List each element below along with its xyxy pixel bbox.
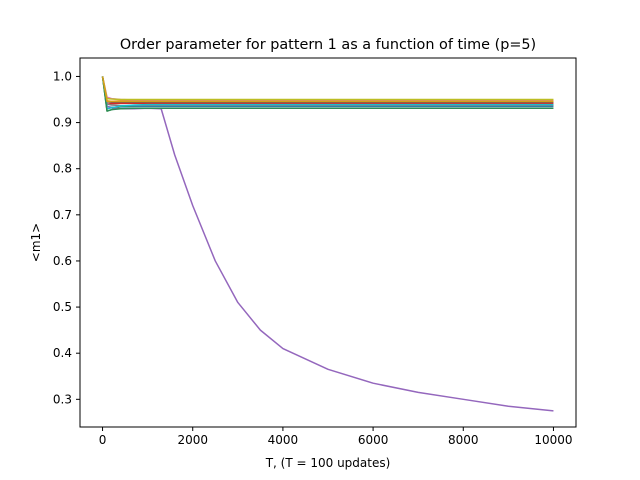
x-tick-label: 6000 [358,433,389,447]
series-line-6 [101,76,554,104]
y-tick-label: 0.4 [53,346,72,360]
y-tick-label: 1.0 [53,69,72,83]
y-axis-label: <m1> [29,223,43,262]
y-tick-label: 0.3 [53,392,72,406]
x-tick-label: 8000 [448,433,479,447]
x-tick-label: 2000 [177,433,208,447]
y-axis: 0.3 0.4 0.5 0.6 0.7 0.8 0.9 1.0 [53,69,80,406]
y-tick-label: 0.6 [53,254,72,268]
y-tick-label: 0.5 [53,300,72,314]
x-axis: 0 2000 4000 6000 8000 10000 [99,427,573,447]
x-tick-label: 0 [99,433,107,447]
x-axis-label: T, (T = 100 updates) [265,456,391,470]
plot-frame [79,57,577,428]
x-tick-label: 4000 [268,433,299,447]
series-line-11 [101,76,554,112]
x-tick-label: 10000 [534,433,572,447]
plot-lines [101,76,554,412]
series-line-4 [101,76,554,105]
y-tick-label: 0.8 [53,162,72,176]
y-tick-label: 0.7 [53,208,72,222]
y-tick-label: 0.9 [53,116,72,130]
chart-title: Order parameter for pattern 1 as a funct… [120,37,536,53]
series-line-9 [101,76,554,101]
series-line-10 [101,76,554,110]
series-line-12 [101,76,554,103]
